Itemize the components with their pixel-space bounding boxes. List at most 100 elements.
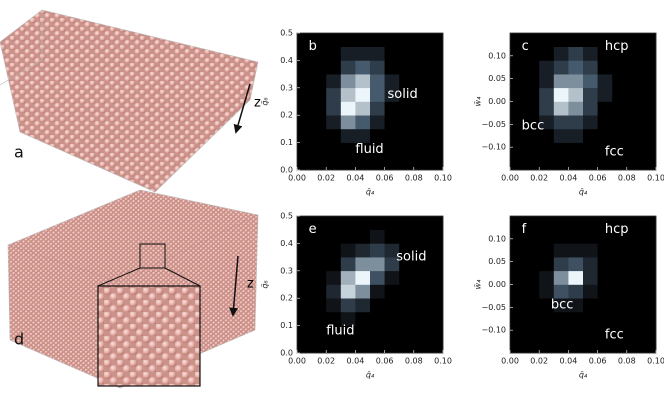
- x-axis-label: q̄₄: [366, 371, 375, 380]
- heat-cell: [510, 311, 525, 326]
- heat-cell: [370, 311, 385, 326]
- heat-cell: [553, 87, 569, 102]
- heat-cell: [626, 115, 642, 130]
- heat-cell: [641, 156, 657, 171]
- heat-cell: [539, 298, 555, 313]
- heat-cell: [641, 216, 657, 230]
- heat-cell: [297, 101, 312, 116]
- x-tick-label: 0.06: [376, 174, 394, 183]
- panel-label: e: [309, 222, 317, 237]
- heat-cell: [597, 156, 613, 171]
- heat-cell: [583, 284, 598, 299]
- heat-cell: [384, 270, 400, 285]
- heat-cell: [641, 115, 657, 130]
- heat-cell: [539, 142, 555, 157]
- x-tick-label: 0.02: [317, 174, 335, 183]
- heat-cell: [568, 243, 584, 258]
- heat-cell: [612, 311, 628, 326]
- heat-cell: [626, 87, 642, 102]
- heat-cell: [553, 216, 569, 230]
- heat-cell: [510, 216, 525, 230]
- heat-cell: [597, 229, 613, 244]
- heat-cell: [428, 298, 444, 313]
- heat-cell: [340, 325, 356, 340]
- x-tick-label: 0.02: [530, 174, 548, 183]
- heat-cell: [413, 284, 429, 299]
- heat-cell: [641, 74, 657, 89]
- annotation: fluid: [326, 324, 354, 339]
- heat-cell: [297, 270, 312, 285]
- heat-cell: [384, 325, 400, 340]
- heat-cell: [355, 33, 371, 47]
- heat-cell: [399, 216, 415, 230]
- heat-cell: [413, 87, 429, 102]
- heat-cell: [510, 74, 525, 89]
- heat-cell: [510, 325, 525, 340]
- heat-cell: [428, 270, 444, 285]
- heat-cell: [355, 101, 371, 116]
- heat-cell: [326, 284, 342, 299]
- heat-cell: [641, 33, 657, 47]
- heat-cell: [311, 87, 327, 102]
- x-tick-label: 0.00: [288, 174, 306, 183]
- heat-cell: [539, 243, 555, 258]
- heat-cell: [355, 142, 371, 157]
- heat-cell: [355, 87, 371, 102]
- heat-cell: [326, 101, 342, 116]
- heat-cell: [326, 60, 342, 75]
- heat-cell: [612, 156, 628, 171]
- heat-cell: [326, 243, 342, 258]
- x-axis-label: q̄₄: [579, 188, 588, 197]
- heat-cell: [370, 87, 385, 102]
- heat-cell: [370, 101, 385, 116]
- heat-cell: [399, 101, 415, 116]
- heat-cell: [597, 284, 613, 299]
- heat-cell: [399, 257, 415, 272]
- heat-cell: [355, 115, 371, 130]
- heat-cell: [539, 33, 555, 47]
- heat-cell: [583, 298, 598, 313]
- heat-cell: [568, 33, 584, 47]
- y-tick-label: 0.00: [488, 97, 506, 106]
- heat-cell: [413, 325, 429, 340]
- heat-cell: [297, 156, 312, 171]
- heat-cell: [524, 325, 540, 340]
- heat-cell: [626, 128, 642, 143]
- heat-cell: [539, 156, 555, 171]
- heat-cell: [370, 339, 385, 354]
- heat-cell: [297, 311, 312, 326]
- heat-cell: [568, 128, 584, 143]
- heat-cell: [399, 339, 415, 354]
- heat-cell: [583, 74, 598, 89]
- heat-cell: [641, 270, 657, 285]
- heat-cell: [626, 339, 642, 354]
- heat-cell: [370, 115, 385, 130]
- y-tick-label: 0.5: [280, 212, 293, 221]
- heat-cell: [355, 74, 371, 89]
- heat-cell: [311, 284, 327, 299]
- heat-cell: [524, 298, 540, 313]
- heat-cell: [384, 216, 400, 230]
- heat-cell: [384, 128, 400, 143]
- heat-cell: [326, 339, 342, 354]
- heat-cell: [568, 60, 584, 75]
- x-tick-label: 0.02: [530, 357, 548, 366]
- heat-cell: [428, 46, 444, 61]
- heat-cell: [399, 243, 415, 258]
- heat-cell: [340, 243, 356, 258]
- heat-cell: [597, 115, 613, 130]
- heat-cell: [583, 229, 598, 244]
- heat-cell: [428, 257, 444, 272]
- heat-cell: [641, 311, 657, 326]
- heat-cell: [413, 311, 429, 326]
- heat-cell: [370, 128, 385, 143]
- heat-cell: [340, 115, 356, 130]
- panel-label: d: [14, 330, 24, 349]
- heat-cell: [384, 33, 400, 47]
- heat-cell: [510, 284, 525, 299]
- heat-cell: [413, 128, 429, 143]
- heat-cell: [384, 115, 400, 130]
- panel-label: b: [309, 39, 317, 54]
- heat-cell: [553, 156, 569, 171]
